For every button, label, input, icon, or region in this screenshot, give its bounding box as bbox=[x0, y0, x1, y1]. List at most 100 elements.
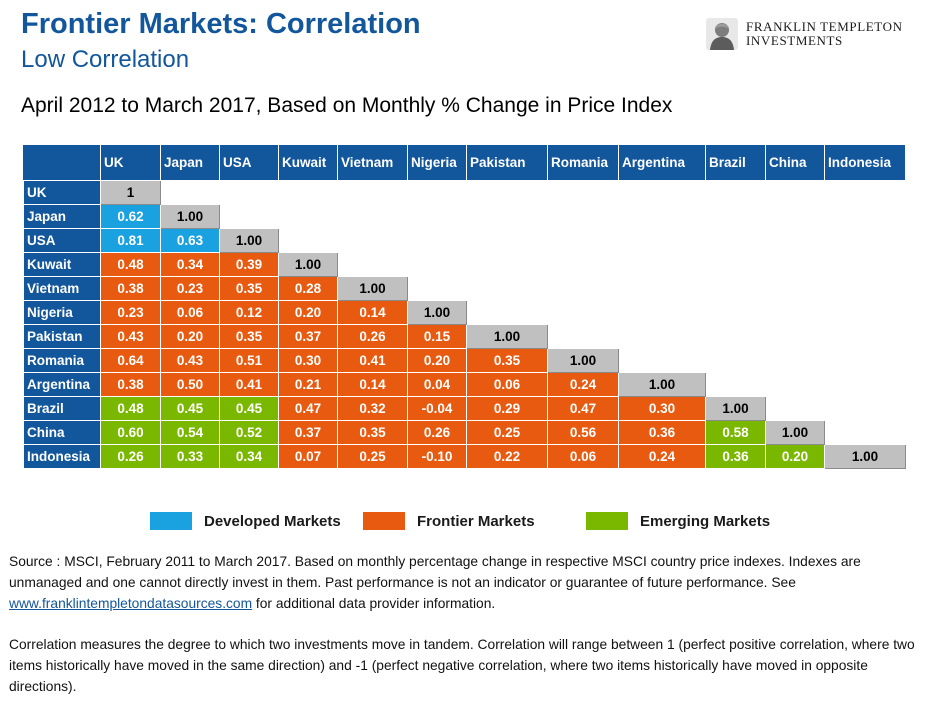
empty-cell bbox=[705, 180, 766, 205]
correlation-cell-romania-usa: 0.51 bbox=[219, 348, 279, 373]
correlation-cell-indonesia-china: 0.20 bbox=[765, 444, 825, 469]
empty-cell bbox=[765, 276, 825, 301]
correlation-cell-kuwait-uk: 0.48 bbox=[100, 252, 161, 277]
empty-cell bbox=[466, 228, 548, 253]
page-title: Frontier Markets: Correlation bbox=[21, 8, 421, 40]
correlation-cell-nigeria-nigeria: 1.00 bbox=[407, 300, 467, 325]
matrix-row-indonesia: Indonesia 0.26 0.33 0.34 0.07 0.25 -0.10 0.22 0.… bbox=[23, 444, 906, 469]
empty-cell bbox=[705, 348, 766, 373]
legend-label-frontier: Frontier Markets bbox=[417, 512, 535, 530]
source-text: Source : MSCI, February 2011 to March 20… bbox=[9, 554, 861, 590]
empty-cell bbox=[618, 180, 706, 205]
correlation-cell-argentina-uk: 0.38 bbox=[100, 372, 161, 397]
empty-cell bbox=[337, 180, 408, 205]
empty-cell bbox=[618, 348, 706, 373]
empty-cell bbox=[278, 204, 338, 229]
empty-cell bbox=[466, 180, 548, 205]
empty-cell bbox=[765, 204, 825, 229]
correlation-cell-romania-pakistan: 0.35 bbox=[466, 348, 548, 373]
correlation-cell-usa-japan: 0.63 bbox=[160, 228, 220, 253]
empty-cell bbox=[466, 276, 548, 301]
row-header-indonesia: Indonesia bbox=[23, 444, 101, 469]
legend-swatch-frontier bbox=[363, 512, 405, 530]
correlation-cell-china-romania: 0.56 bbox=[547, 420, 619, 445]
empty-cell bbox=[765, 396, 825, 421]
empty-cell bbox=[618, 300, 706, 325]
legend-label-emerging: Emerging Markets bbox=[640, 512, 771, 530]
row-header-pakistan: Pakistan bbox=[23, 324, 101, 349]
correlation-cell-indonesia-brazil: 0.36 bbox=[705, 444, 766, 469]
empty-cell bbox=[824, 228, 906, 253]
correlation-cell-pakistan-pakistan: 1.00 bbox=[466, 324, 548, 349]
correlation-cell-indonesia-vietnam: 0.25 bbox=[337, 444, 408, 469]
empty-cell bbox=[618, 228, 706, 253]
empty-cell bbox=[824, 204, 906, 229]
empty-cell bbox=[407, 180, 467, 205]
empty-cell bbox=[618, 276, 706, 301]
correlation-cell-usa-uk: 0.81 bbox=[100, 228, 161, 253]
empty-cell bbox=[407, 204, 467, 229]
correlation-cell-china-japan: 0.54 bbox=[160, 420, 220, 445]
empty-cell bbox=[547, 252, 619, 277]
correlation-cell-japan-uk: 0.62 bbox=[100, 204, 161, 229]
correlation-cell-romania-kuwait: 0.30 bbox=[278, 348, 338, 373]
legend-item-frontier: Frontier Markets bbox=[363, 512, 535, 530]
franklin-templeton-logo: FRANKLIN TEMPLETON INVESTMENTS bbox=[706, 18, 903, 50]
row-header-romania: Romania bbox=[23, 348, 101, 373]
legend-swatch-emerging bbox=[586, 512, 628, 530]
data-sources-link[interactable]: www.franklintempletondatasources.com bbox=[9, 596, 253, 611]
correlation-cell-indonesia-nigeria: -0.10 bbox=[407, 444, 467, 469]
empty-cell bbox=[547, 180, 619, 205]
matrix-row-romania: Romania 0.64 0.43 0.51 0.30 0.41 0.20 0.35 1.00 bbox=[23, 348, 906, 373]
correlation-cell-nigeria-uk: 0.23 bbox=[100, 300, 161, 325]
empty-cell bbox=[618, 204, 706, 229]
correlation-cell-china-usa: 0.52 bbox=[219, 420, 279, 445]
correlation-cell-indonesia-indonesia: 1.00 bbox=[824, 444, 906, 469]
correlation-cell-brazil-japan: 0.45 bbox=[160, 396, 220, 421]
legend-item-developed: Developed Markets bbox=[150, 512, 341, 530]
legend-swatch-developed bbox=[150, 512, 192, 530]
row-header-uk: UK bbox=[23, 180, 101, 205]
correlation-cell-argentina-usa: 0.41 bbox=[219, 372, 279, 397]
correlation-cell-indonesia-romania: 0.06 bbox=[547, 444, 619, 469]
correlation-cell-brazil-pakistan: 0.29 bbox=[466, 396, 548, 421]
matrix-row-china: China 0.60 0.54 0.52 0.37 0.35 0.26 0.25 0.56 0.3… bbox=[23, 420, 906, 445]
row-header-brazil: Brazil bbox=[23, 396, 101, 421]
matrix-row-pakistan: Pakistan 0.43 0.20 0.35 0.37 0.26 0.15 1.00 bbox=[23, 324, 906, 349]
row-header-nigeria: Nigeria bbox=[23, 300, 101, 325]
correlation-cell-argentina-argentina: 1.00 bbox=[618, 372, 706, 397]
empty-cell bbox=[824, 252, 906, 277]
matrix-row-kuwait: Kuwait 0.48 0.34 0.39 1.00 bbox=[23, 252, 906, 277]
correlation-cell-argentina-nigeria: 0.04 bbox=[407, 372, 467, 397]
logo-line-2: INVESTMENTS bbox=[746, 33, 843, 48]
correlation-cell-argentina-japan: 0.50 bbox=[160, 372, 220, 397]
matrix-row-argentina: Argentina 0.38 0.50 0.41 0.21 0.14 0.04 0.06 0.2… bbox=[23, 372, 906, 397]
column-header-pakistan: Pakistan bbox=[466, 144, 548, 181]
empty-cell bbox=[824, 348, 906, 373]
matrix-row-vietnam: Vietnam 0.38 0.23 0.35 0.28 1.00 bbox=[23, 276, 906, 301]
empty-cell bbox=[705, 228, 766, 253]
empty-cell bbox=[705, 324, 766, 349]
correlation-cell-vietnam-uk: 0.38 bbox=[100, 276, 161, 301]
correlation-cell-uk-uk: 1 bbox=[100, 180, 161, 205]
correlation-cell-pakistan-uk: 0.43 bbox=[100, 324, 161, 349]
column-header-china: China bbox=[765, 144, 825, 181]
correlation-cell-vietnam-kuwait: 0.28 bbox=[278, 276, 338, 301]
empty-cell bbox=[765, 300, 825, 325]
row-header-usa: USA bbox=[23, 228, 101, 253]
column-header-uk: UK bbox=[100, 144, 161, 181]
row-header-argentina: Argentina bbox=[23, 372, 101, 397]
column-header-vietnam: Vietnam bbox=[337, 144, 408, 181]
empty-cell bbox=[547, 276, 619, 301]
correlation-cell-usa-usa: 1.00 bbox=[219, 228, 279, 253]
empty-cell bbox=[765, 372, 825, 397]
legend-label-developed: Developed Markets bbox=[204, 512, 341, 530]
correlation-cell-brazil-romania: 0.47 bbox=[547, 396, 619, 421]
empty-cell bbox=[337, 204, 408, 229]
correlation-cell-vietnam-vietnam: 1.00 bbox=[337, 276, 408, 301]
correlation-cell-brazil-usa: 0.45 bbox=[219, 396, 279, 421]
empty-cell bbox=[219, 180, 279, 205]
empty-cell bbox=[278, 228, 338, 253]
correlation-cell-china-argentina: 0.36 bbox=[618, 420, 706, 445]
correlation-cell-nigeria-kuwait: 0.20 bbox=[278, 300, 338, 325]
